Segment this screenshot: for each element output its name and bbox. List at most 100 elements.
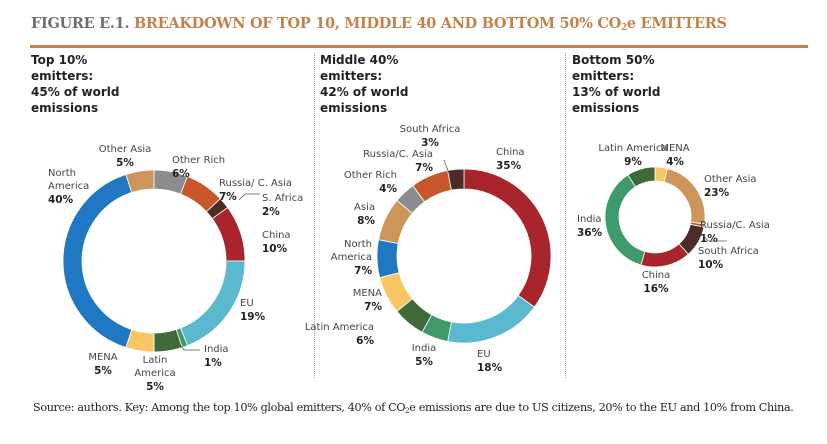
label-value: 5% (415, 356, 433, 368)
label-value: 1% (700, 233, 718, 245)
label-name: EU (240, 298, 254, 309)
source-subscript: 2 (405, 407, 410, 415)
label-other-asia: Other Asia 5% (99, 144, 152, 169)
label-value: 10% (262, 243, 288, 255)
label-north-america: North America 40% (48, 168, 89, 206)
panel-heading-middle40: Middle 40% emitters: 42% of world emissi… (320, 52, 480, 116)
title-rule (30, 45, 808, 48)
label-name: America (331, 252, 372, 263)
slice-china (211, 206, 246, 262)
label-value: 1% (204, 357, 222, 369)
label-value: 3% (421, 137, 439, 149)
label-name: MENA (88, 352, 117, 363)
label-name: India (577, 214, 602, 225)
label-name: MENA (660, 143, 689, 154)
figure-title-end: e EMITTERS (626, 15, 727, 32)
label-india: India 1% (204, 344, 229, 369)
label-mena: MENA 5% (88, 352, 117, 377)
label-name: Latin America (598, 143, 667, 154)
label-eu: EU 19% (240, 298, 266, 323)
label-asia: Asia 8% (354, 202, 375, 227)
label-value: 23% (704, 187, 730, 199)
slice-china (640, 243, 689, 268)
panel-separator-1 (314, 53, 315, 378)
label-name: Other Asia (99, 144, 152, 155)
slice-china (463, 168, 552, 308)
label-value: 16% (643, 283, 669, 295)
label-name: South Africa (400, 124, 461, 135)
leader-line-s-africa (238, 193, 260, 201)
slice-other-asia (663, 168, 706, 225)
label-value: 7% (219, 191, 237, 203)
label-value: 6% (172, 168, 190, 180)
label-value: 40% (48, 194, 74, 206)
label-value: 10% (698, 259, 724, 271)
label-russia-c-asia: Russia/C. Asia 7% (363, 149, 433, 174)
label-name: Other Rich (172, 155, 225, 166)
heading-line: emitters: (31, 69, 94, 83)
label-name: China (642, 270, 671, 281)
label-value: 9% (624, 156, 642, 168)
figure-title: FIGURE E.1. BREAKDOWN OF TOP 10, MIDDLE … (31, 15, 727, 33)
label-name: China (496, 147, 525, 158)
label-name: EU (477, 349, 491, 360)
label-eu: EU 18% (477, 349, 503, 374)
label-value: 5% (146, 381, 164, 393)
label-name: North (344, 239, 372, 250)
label-latin-america: Latin America 6% (305, 322, 375, 347)
label-value: 18% (477, 362, 503, 374)
label-name: S. Africa (262, 193, 303, 204)
label-name: Russia/C. Asia (363, 149, 433, 160)
slice-eu (447, 294, 535, 344)
leader-line-india (177, 341, 200, 351)
slice-latin-america (627, 166, 656, 188)
panel-separator-2 (565, 53, 566, 378)
figure-title-main: BREAKDOWN OF TOP 10, MIDDLE 40 AND BOTTO… (133, 15, 621, 32)
label-name: South Africa (698, 246, 759, 257)
slice-other-asia (125, 169, 155, 194)
label-name: Russia/ C. Asia (219, 178, 292, 189)
label-value: 6% (356, 335, 374, 347)
label-value: 36% (577, 227, 603, 239)
heading-line: Bottom 50% (572, 53, 655, 67)
label-value: 35% (496, 160, 522, 172)
slice-south-africa (447, 168, 465, 191)
slice-north-america (376, 239, 400, 279)
label-north-america: North America 7% (331, 239, 373, 277)
label-name: Russia/C. Asia (700, 220, 770, 231)
label-china: China 16% (642, 270, 671, 295)
label-south-africa: South Africa 10% (698, 246, 759, 271)
heading-line: emissions (572, 101, 640, 115)
source-text-end: e emissions are due to US citizens, 20% … (409, 401, 794, 414)
label-value: 19% (240, 311, 266, 323)
label-russia-c-asia: Russia/ C. Asia 7% (219, 178, 292, 203)
heading-line: emitters: (572, 69, 635, 83)
label-value: 5% (94, 365, 112, 377)
heading-line: emissions (320, 101, 388, 115)
heading-line: 42% of world (320, 85, 409, 99)
label-s-africa: S. Africa 2% (262, 193, 303, 218)
label-other-rich: Other Rich 6% (172, 155, 225, 180)
leader-line-south-africa (443, 159, 451, 177)
label-russia-c-asia: Russia/C. Asia 1% (700, 220, 770, 245)
source-note: Source: authors. Key: Among the top 10% … (33, 401, 794, 415)
heading-line: 13% of world (572, 85, 661, 99)
label-name: MENA (353, 288, 382, 299)
source-text: Source: authors. Key: Among the top 10% … (33, 401, 406, 414)
label-value: 7% (415, 162, 433, 174)
label-india: India 5% (412, 343, 437, 368)
label-name: China (262, 230, 291, 241)
label-china: China 10% (262, 230, 291, 255)
label-other-asia: Other Asia 23% (704, 174, 757, 199)
slice-eu (179, 260, 246, 347)
heading-line: Middle 40% (320, 53, 399, 67)
label-name: North (48, 168, 76, 179)
donut-middle40: China 35% EU 18% India 5% Latin America 6% MENA 7… (305, 124, 552, 374)
heading-line: Top 10% (31, 53, 88, 67)
label-value: 5% (116, 157, 134, 169)
label-name: Asia (354, 202, 375, 213)
label-name: Latin America (305, 322, 374, 333)
figure-number: FIGURE E.1. (31, 15, 130, 32)
